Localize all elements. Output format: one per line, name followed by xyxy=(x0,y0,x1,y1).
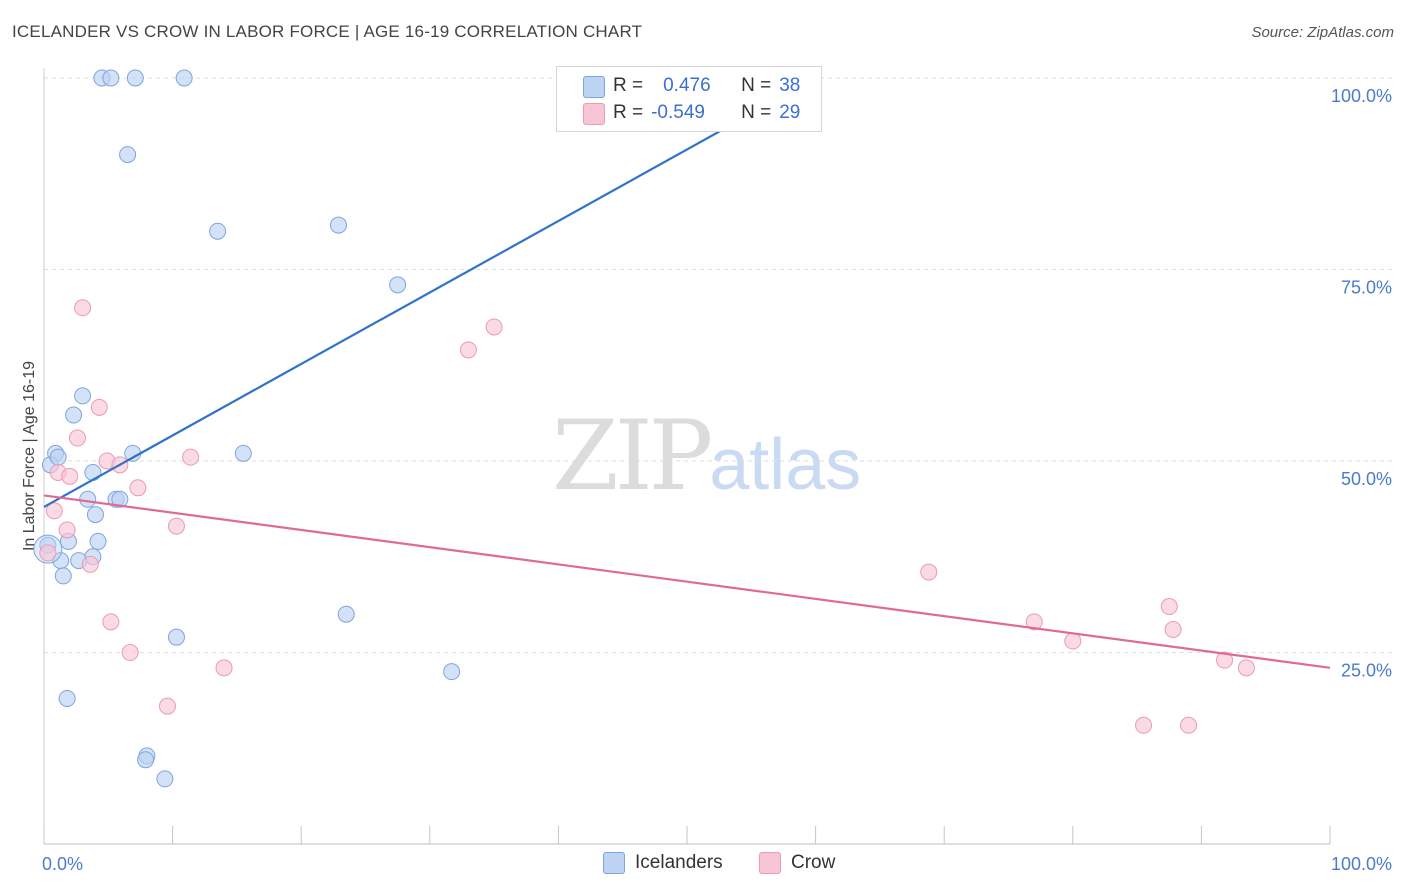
legend-r-label: R = xyxy=(613,75,644,96)
crow-point xyxy=(58,521,76,539)
legend-r-value: -0.549 xyxy=(651,102,705,123)
icelanders-point xyxy=(79,490,97,508)
legend-n-value: 38 xyxy=(779,75,801,96)
y-tick-label: 50.0% xyxy=(1341,469,1392,489)
crow-point xyxy=(1064,632,1082,650)
icelanders-point xyxy=(389,276,407,294)
crow-trendline xyxy=(43,494,1331,669)
icelanders-point xyxy=(209,222,227,240)
legend-row-crow: R = -0.549 N = 29 xyxy=(613,100,800,126)
crow-point xyxy=(1237,659,1255,677)
legend-swatch-icelanders xyxy=(583,76,605,98)
bottom-legend-swatch-icelanders xyxy=(603,852,625,874)
crow-point xyxy=(90,398,108,416)
legend-n-label: N = xyxy=(741,102,772,123)
icelanders-point xyxy=(54,567,72,585)
crow-point xyxy=(485,318,503,336)
crow-point xyxy=(1164,621,1182,639)
icelanders-points xyxy=(33,69,809,788)
legend-n-label: N = xyxy=(741,75,772,96)
gridlines xyxy=(44,77,1392,653)
bottom-legend-crow: Crow xyxy=(759,852,835,874)
correlation-legend: R = 0.476 N = 38 R = -0.549 N = 29 xyxy=(556,66,822,132)
icelanders-point xyxy=(156,770,174,788)
x-tick-label: 0.0% xyxy=(42,854,83,874)
x-tick-label: 100.0% xyxy=(1331,854,1392,874)
icelanders-point xyxy=(74,387,92,405)
crow-point xyxy=(39,544,57,562)
y-tick-label: 75.0% xyxy=(1341,278,1392,298)
icelanders-point xyxy=(443,663,461,681)
chart-title: ICELANDER VS CROW IN LABOR FORCE | AGE 1… xyxy=(12,22,643,41)
crow-point xyxy=(920,563,938,581)
legend-r-label: R = xyxy=(613,102,644,123)
crow-point xyxy=(68,429,86,447)
crow-point xyxy=(1180,716,1198,734)
source-label: Source: ZipAtlas.com xyxy=(1251,24,1394,41)
icelanders-point xyxy=(234,444,252,462)
crow-points xyxy=(39,299,1255,734)
icelanders-point xyxy=(84,463,102,481)
icelanders-point xyxy=(137,751,155,769)
legend-n-value: 29 xyxy=(779,102,801,123)
icelanders-point xyxy=(175,69,193,87)
axes xyxy=(43,68,1331,845)
icelanders-point xyxy=(58,689,76,707)
crow-point xyxy=(61,467,79,485)
icelanders-point xyxy=(167,628,185,646)
icelanders-point xyxy=(337,605,355,623)
crow-point xyxy=(102,613,120,631)
icelanders-point xyxy=(126,69,144,87)
watermark-atlas: atlas xyxy=(709,425,862,505)
crow-point xyxy=(1160,598,1178,616)
crow-point xyxy=(45,502,63,520)
icelanders-point xyxy=(65,406,83,424)
bottom-legend-icelanders: Icelanders xyxy=(603,852,723,874)
bottom-legend-label-crow: Crow xyxy=(791,852,836,873)
bottom-legend-label-icelanders: Icelanders xyxy=(635,852,723,873)
crow-point xyxy=(121,644,139,661)
icelanders-point xyxy=(102,69,120,87)
icelanders-point xyxy=(329,216,347,234)
crow-point xyxy=(215,659,233,677)
tick-labels: 25.0% 50.0% 75.0% 100.0% 0.0% 100.0% xyxy=(42,86,1392,874)
crow-point xyxy=(1025,613,1043,631)
legend-r-value: 0.476 xyxy=(663,75,711,96)
crow-point xyxy=(129,479,147,497)
legend-swatch-crow xyxy=(583,103,605,125)
icelanders-trendline xyxy=(43,77,817,508)
icelanders-point xyxy=(111,490,129,508)
crow-point xyxy=(182,448,200,466)
trendlines xyxy=(43,77,1331,669)
y-tick-label: 25.0% xyxy=(1341,661,1392,681)
crow-point xyxy=(1216,651,1234,669)
icelanders-point xyxy=(86,506,104,524)
crow-point xyxy=(158,697,176,715)
y-tick-label: 100.0% xyxy=(1331,86,1392,106)
legend-row-icelanders: R = 0.476 N = 38 xyxy=(613,73,800,99)
crow-point xyxy=(81,555,99,573)
icelanders-point xyxy=(89,532,107,550)
crow-point xyxy=(459,341,477,359)
watermark-zip: ZIP xyxy=(552,400,713,512)
bottom-legend-swatch-crow xyxy=(759,852,781,874)
icelanders-point xyxy=(119,146,137,164)
icelanders-point xyxy=(49,448,67,466)
watermark: ZIPatlas xyxy=(552,400,861,512)
crow-point xyxy=(1135,716,1153,734)
crow-point xyxy=(74,299,92,317)
crow-point xyxy=(167,517,185,535)
